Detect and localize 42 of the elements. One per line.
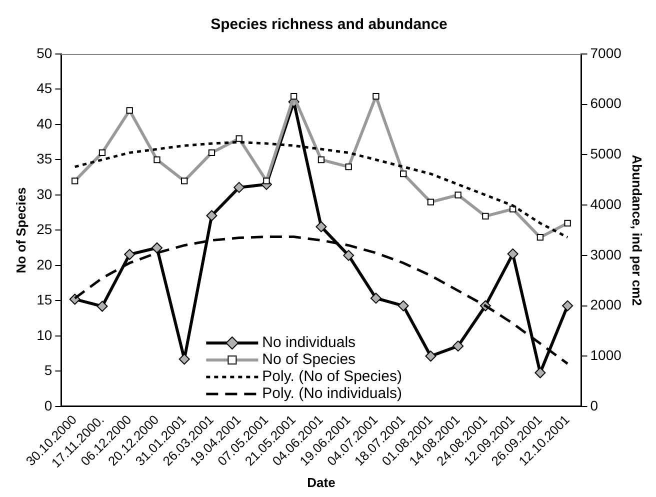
point <box>507 248 518 260</box>
y-tick-label: 40 <box>36 115 52 132</box>
legend-label: No of Species <box>262 351 356 368</box>
y-tick-label: 50 <box>36 44 52 61</box>
y2-tick-label: 5000 <box>590 146 622 162</box>
y-tick-label: 0 <box>44 397 52 414</box>
point <box>124 248 136 260</box>
chart-title: Species richness and abundance <box>210 16 448 34</box>
point <box>96 300 108 312</box>
y-tick-label: 45 <box>36 80 52 96</box>
point <box>425 350 436 362</box>
y2-tick-label: 4000 <box>590 196 622 212</box>
point <box>398 300 409 312</box>
point <box>452 340 464 352</box>
legend-label: Poly. (No individuals) <box>262 385 402 402</box>
y2-tick-label: 1000 <box>590 346 622 363</box>
x-axis-title: Date <box>307 474 336 490</box>
point <box>343 250 354 261</box>
point <box>370 292 382 304</box>
y2-axis-title: Abundance, ind per cm2 <box>630 154 645 306</box>
point <box>151 242 162 254</box>
y-tick-label: 25 <box>36 221 52 238</box>
y-tick-label: 15 <box>36 292 52 308</box>
legend-label: Poly. (No of Species) <box>262 368 402 386</box>
y-tick-label: 30 <box>36 186 52 202</box>
point <box>534 367 546 378</box>
y-tick-label: 5 <box>44 362 52 378</box>
y-tick-label: 10 <box>36 326 52 343</box>
y-tick-label: 35 <box>36 150 52 167</box>
y-tick-label: 20 <box>36 256 52 272</box>
y2-tick-label: 6000 <box>590 95 622 112</box>
point <box>178 354 190 365</box>
y2-tick-label: 2000 <box>590 296 622 313</box>
y2-tick-label: 0 <box>590 397 598 414</box>
point <box>562 300 574 312</box>
point <box>206 210 218 222</box>
y2-tick-label: 3000 <box>590 246 622 262</box>
point <box>316 221 327 232</box>
y2-tick-label: 7000 <box>590 44 622 61</box>
legend-label: No individuals <box>262 334 356 352</box>
point <box>234 182 245 193</box>
y-axis-title: No of Species <box>13 187 28 274</box>
